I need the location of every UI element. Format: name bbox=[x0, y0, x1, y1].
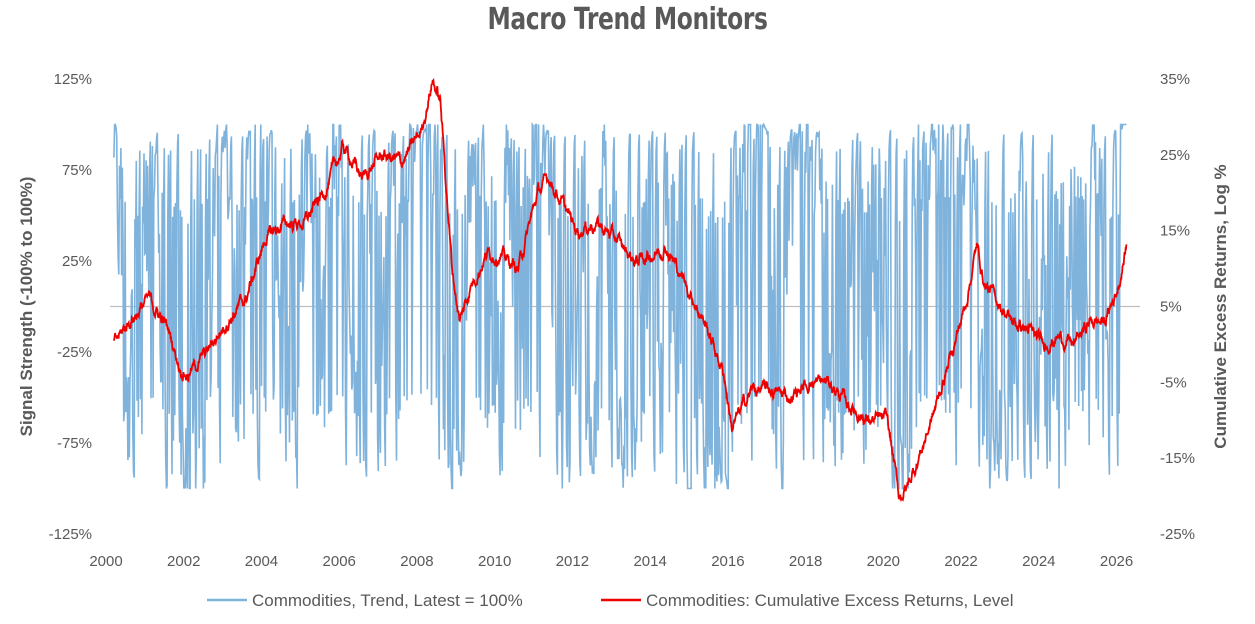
x-tick-label: 2020 bbox=[867, 553, 900, 570]
right-tick-label: -15% bbox=[1160, 450, 1195, 467]
right-tick-label: -5% bbox=[1160, 374, 1187, 391]
right-tick-label: 35% bbox=[1160, 71, 1190, 88]
x-tick-label: 2008 bbox=[400, 553, 433, 570]
x-tick-label: 2014 bbox=[633, 553, 666, 570]
right-tick-label: 15% bbox=[1160, 223, 1190, 240]
x-tick-label: 2002 bbox=[167, 553, 200, 570]
left-tick-label: -25% bbox=[57, 344, 92, 361]
chart-title: Macro Trend Monitors bbox=[487, 2, 768, 37]
left-tick-label: -75% bbox=[57, 435, 92, 452]
x-tick-label: 2022 bbox=[944, 553, 977, 570]
right-tick-label: -25% bbox=[1160, 526, 1195, 543]
x-tick-label: 2026 bbox=[1100, 553, 1133, 570]
trend-line bbox=[113, 121, 1127, 490]
left-axis-title: Signal Strength (-100% to 100%) bbox=[17, 177, 36, 437]
right-tick-label: 5% bbox=[1160, 299, 1182, 316]
returns-series bbox=[113, 77, 1128, 503]
left-tick-label: 25% bbox=[62, 253, 92, 270]
left-axis-ticks: 125% 75% 25% -25% -75% -125% bbox=[49, 71, 92, 543]
right-tick-label: 25% bbox=[1160, 147, 1190, 164]
trend-series bbox=[113, 121, 1127, 490]
x-tick-label: 2024 bbox=[1022, 553, 1055, 570]
left-tick-label: 75% bbox=[62, 162, 92, 179]
x-axis-ticks: 2000 2002 2004 2006 2008 2010 2012 2014 2016 2018… bbox=[89, 553, 1133, 570]
left-tick-label: -125% bbox=[49, 526, 92, 543]
legend-label-trend: Commodities, Trend, Latest = 100% bbox=[252, 591, 523, 610]
x-tick-label: 2006 bbox=[323, 553, 356, 570]
x-tick-label: 2012 bbox=[556, 553, 589, 570]
returns-line bbox=[113, 77, 1128, 503]
legend: Commodities, Trend, Latest = 100% Commod… bbox=[207, 591, 1014, 610]
legend-label-returns: Commodities: Cumulative Excess Returns, … bbox=[646, 591, 1014, 610]
x-tick-label: 2010 bbox=[478, 553, 511, 570]
x-tick-label: 2000 bbox=[89, 553, 122, 570]
x-tick-label: 2016 bbox=[711, 553, 744, 570]
left-tick-label: 125% bbox=[54, 71, 92, 88]
x-tick-label: 2018 bbox=[789, 553, 822, 570]
right-axis-ticks: 35% 25% 15% 5% -5% -15% -25% bbox=[1160, 71, 1195, 543]
right-axis-title: Cumulative Excess Returns, Log % bbox=[1211, 164, 1230, 448]
x-tick-label: 2004 bbox=[245, 553, 278, 570]
